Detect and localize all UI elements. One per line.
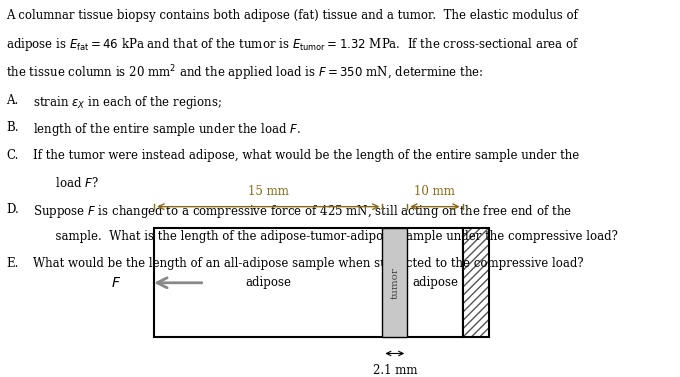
Bar (462, 228, 490, 337)
Text: B.: B. (6, 121, 18, 135)
Text: E.: E. (6, 257, 18, 270)
Text: tumor: tumor (390, 267, 399, 299)
Text: D.: D. (6, 203, 18, 216)
Text: If the tumor were instead adipose, what would be the length of the entire sample: If the tumor were instead adipose, what … (33, 149, 579, 162)
Bar (382, 228, 407, 337)
Text: What would be the length of an all-adipose sample when subjected to the compress: What would be the length of an all-adipo… (33, 257, 583, 270)
Text: adipose is $E_{\mathrm{fat}} = 46$ kPa and that of the tumor is $E_{\mathrm{tumo: adipose is $E_{\mathrm{fat}} = 46$ kPa a… (6, 36, 579, 53)
Text: C.: C. (6, 149, 18, 162)
Text: A columnar tissue biopsy contains both adipose (fat) tissue and a tumor.  The el: A columnar tissue biopsy contains both a… (6, 9, 578, 22)
Bar (154, 228, 462, 337)
Text: strain $\epsilon_X$ in each of the regions;: strain $\epsilon_X$ in each of the regio… (33, 94, 222, 111)
Text: Suppose $F$ is changed to a compressive force of 425 mN, still acting on the fre: Suppose $F$ is changed to a compressive … (33, 203, 572, 220)
Text: 15 mm: 15 mm (248, 185, 289, 198)
Text: adipose: adipose (412, 276, 458, 289)
Text: 10 mm: 10 mm (414, 185, 456, 198)
Text: adipose: adipose (245, 276, 291, 289)
Bar (462, 228, 490, 337)
Text: A.: A. (6, 94, 18, 107)
Text: sample.  What is the length of the adipose-tumor-adipose sample under the compre: sample. What is the length of the adipos… (33, 230, 617, 243)
Text: 2.1 mm: 2.1 mm (373, 364, 417, 377)
Text: $F$: $F$ (111, 276, 121, 290)
Text: load $F$?: load $F$? (33, 176, 99, 190)
Text: length of the entire sample under the load $F$.: length of the entire sample under the lo… (33, 121, 301, 138)
Text: the tissue column is 20 mm$^2$ and the applied load is $F = 350$ mN, determine t: the tissue column is 20 mm$^2$ and the a… (6, 63, 483, 83)
